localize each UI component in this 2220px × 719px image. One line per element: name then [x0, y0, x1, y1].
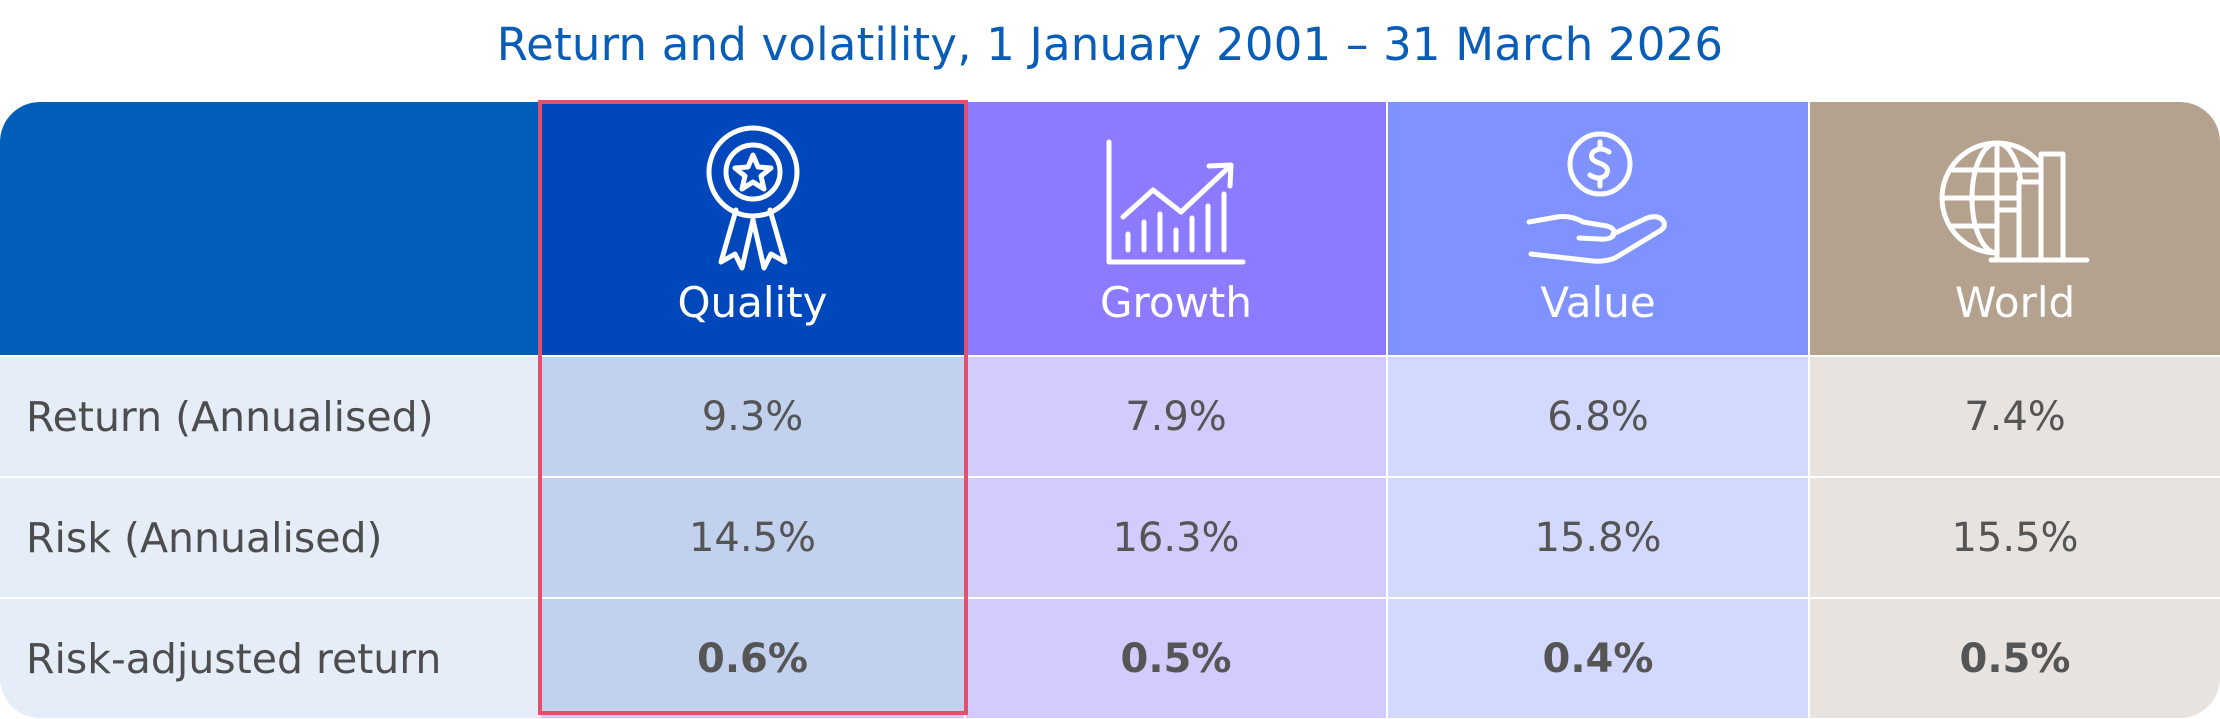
- header-label-world: World: [1954, 278, 2076, 327]
- row-divider: [0, 355, 2220, 357]
- cell-quality-risk: 14.5%: [541, 478, 964, 597]
- column-divider: [1386, 102, 1388, 718]
- header-label-growth: Growth: [1099, 278, 1253, 327]
- comparison-table: Return (Annualised) Risk (Annualised) Ri…: [0, 102, 2220, 718]
- chart-title: Return and volatility, 1 January 2001 – …: [496, 18, 1724, 71]
- cell-value-risk-adjusted: 0.4%: [1388, 599, 1808, 718]
- row-label-risk-adjusted: Risk-adjusted return: [0, 599, 541, 718]
- award-ribbon-icon: [698, 122, 808, 276]
- header-world: World: [1810, 102, 2220, 355]
- row-label-return: Return (Annualised): [0, 357, 541, 476]
- row-divider: [0, 476, 2220, 478]
- cell-world-risk: 15.5%: [1810, 478, 2220, 597]
- header-value: Value: [1388, 102, 1808, 355]
- cell-quality-risk-adjusted: 0.6%: [541, 599, 964, 718]
- column-divider: [964, 102, 966, 718]
- cell-value-risk: 15.8%: [1388, 478, 1808, 597]
- cell-world-return: 7.4%: [1810, 357, 2220, 476]
- header-quality: Quality: [541, 102, 964, 355]
- column-world: World 7.4% 15.5% 0.5%: [1810, 102, 2220, 718]
- column-divider: [1808, 102, 1810, 718]
- cell-quality-return: 9.3%: [541, 357, 964, 476]
- cell-world-risk-adjusted: 0.5%: [1810, 599, 2220, 718]
- cell-growth-risk: 16.3%: [966, 478, 1386, 597]
- header-label-value: Value: [1540, 278, 1656, 327]
- growth-chart-icon: [1101, 122, 1251, 276]
- row-divider: [0, 597, 2220, 599]
- cell-value-return: 6.8%: [1388, 357, 1808, 476]
- header-label-quality: Quality: [677, 278, 828, 327]
- header-growth: Growth: [966, 102, 1386, 355]
- globe-building-icon: [1935, 122, 2095, 276]
- row-label-column: Return (Annualised) Risk (Annualised) Ri…: [0, 102, 541, 718]
- column-quality: Quality 9.3% 14.5% 0.6%: [541, 102, 964, 718]
- column-growth: Growth 7.9% 16.3% 0.5%: [966, 102, 1386, 718]
- row-label-risk: Risk (Annualised): [0, 478, 541, 597]
- column-value: Value 6.8% 15.8% 0.4%: [1388, 102, 1808, 718]
- dollar-hand-icon: [1523, 122, 1673, 276]
- cell-growth-risk-adjusted: 0.5%: [966, 599, 1386, 718]
- label-header-cell: [0, 102, 541, 355]
- cell-growth-return: 7.9%: [966, 357, 1386, 476]
